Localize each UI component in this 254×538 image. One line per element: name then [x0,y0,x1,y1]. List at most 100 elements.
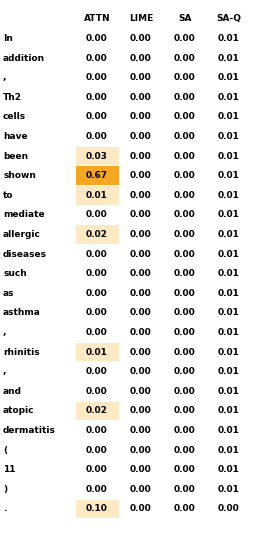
Text: 0.01: 0.01 [218,73,240,82]
Text: to: to [3,191,13,200]
Text: 0.00: 0.00 [174,426,196,435]
Text: 0.01: 0.01 [218,250,240,259]
Text: addition: addition [3,53,45,62]
Text: 0.00: 0.00 [130,504,152,513]
Text: In: In [3,34,13,43]
Bar [75,147,119,165]
Text: 0.00: 0.00 [86,34,108,43]
Text: 0.00: 0.00 [86,387,108,396]
Text: 0.01: 0.01 [218,289,240,298]
Text: ATTN: ATTN [84,15,110,23]
Text: 0.00: 0.00 [174,289,196,298]
Text: 0.00: 0.00 [130,73,152,82]
Text: 0.02: 0.02 [86,406,108,415]
Text: 0.00: 0.00 [174,171,196,180]
Text: 0.00: 0.00 [86,112,108,122]
Text: 0.01: 0.01 [218,308,240,317]
Text: 0.00: 0.00 [174,152,196,160]
Text: 0.00: 0.00 [174,210,196,220]
Text: 0.00: 0.00 [174,485,196,494]
Text: 0.01: 0.01 [218,348,240,357]
Text: 0.00: 0.00 [86,250,108,259]
Text: 0.00: 0.00 [174,132,196,141]
Text: 0.00: 0.00 [130,269,152,278]
Text: 0.00: 0.00 [130,112,152,122]
Text: 0.00: 0.00 [130,387,152,396]
Text: 0.03: 0.03 [86,152,108,160]
Text: 0.00: 0.00 [174,504,196,513]
Text: 0.00: 0.00 [130,308,152,317]
Text: 0.00: 0.00 [130,250,152,259]
Text: 0.00: 0.00 [174,328,196,337]
Text: 0.00: 0.00 [130,191,152,200]
Text: diseases: diseases [3,250,47,259]
Text: 0.01: 0.01 [218,367,240,376]
Text: 0.00: 0.00 [130,348,152,357]
Text: 0.00: 0.00 [130,230,152,239]
Text: 0.01: 0.01 [218,112,240,122]
Text: 0.00: 0.00 [218,504,240,513]
Text: 0.00: 0.00 [86,269,108,278]
Text: 0.00: 0.00 [174,308,196,317]
Text: 0.00: 0.00 [86,289,108,298]
Text: ,: , [3,328,6,337]
Text: 0.01: 0.01 [218,230,240,239]
Text: 0.00: 0.00 [130,367,152,376]
Text: 0.01: 0.01 [218,445,240,455]
Text: 0.01: 0.01 [218,406,240,415]
Text: 0.01: 0.01 [218,269,240,278]
Text: as: as [3,289,14,298]
Text: have: have [3,132,28,141]
Text: 0.00: 0.00 [130,426,152,435]
Text: allergic: allergic [3,230,41,239]
Text: 0.00: 0.00 [130,289,152,298]
Text: 0.01: 0.01 [218,34,240,43]
Text: 0.00: 0.00 [86,132,108,141]
Text: 0.01: 0.01 [218,93,240,102]
Text: 0.01: 0.01 [218,426,240,435]
Text: 0.01: 0.01 [218,152,240,160]
Text: 0.01: 0.01 [218,53,240,62]
Text: 0.67: 0.67 [86,171,108,180]
Text: (: ( [3,445,7,455]
Text: 0.00: 0.00 [130,210,152,220]
Text: LIME: LIME [129,15,153,23]
Text: 0.00: 0.00 [174,191,196,200]
Text: 0.00: 0.00 [86,73,108,82]
Text: 0.00: 0.00 [130,445,152,455]
Text: 0.00: 0.00 [86,328,108,337]
Text: 0.02: 0.02 [86,230,108,239]
Text: 0.00: 0.00 [174,230,196,239]
Text: 0.00: 0.00 [174,34,196,43]
Text: atopic: atopic [3,406,35,415]
Text: 0.00: 0.00 [86,445,108,455]
Text: 0.01: 0.01 [218,485,240,494]
Text: Th2: Th2 [3,93,22,102]
Text: 0.00: 0.00 [130,34,152,43]
Text: such: such [3,269,27,278]
Text: 0.00: 0.00 [130,53,152,62]
Text: cells: cells [3,112,26,122]
Text: 0.01: 0.01 [218,328,240,337]
Bar [75,186,119,204]
Text: 0.00: 0.00 [86,426,108,435]
Text: asthma: asthma [3,308,41,317]
Text: 0.00: 0.00 [86,93,108,102]
Text: 0.01: 0.01 [86,191,108,200]
Text: 0.00: 0.00 [174,73,196,82]
Text: 0.00: 0.00 [174,348,196,357]
Text: 0.00: 0.00 [174,112,196,122]
Text: 0.00: 0.00 [86,465,108,474]
Text: SA-Q: SA-Q [216,15,242,23]
Bar [75,401,119,420]
Text: 0.00: 0.00 [130,485,152,494]
Text: 0.00: 0.00 [174,367,196,376]
Text: 0.00: 0.00 [86,210,108,220]
Text: 0.00: 0.00 [86,308,108,317]
Text: rhinitis: rhinitis [3,348,40,357]
Text: 11: 11 [3,465,15,474]
Bar [75,343,119,362]
Text: 0.00: 0.00 [86,367,108,376]
Text: 0.00: 0.00 [174,406,196,415]
Text: 0.00: 0.00 [130,406,152,415]
